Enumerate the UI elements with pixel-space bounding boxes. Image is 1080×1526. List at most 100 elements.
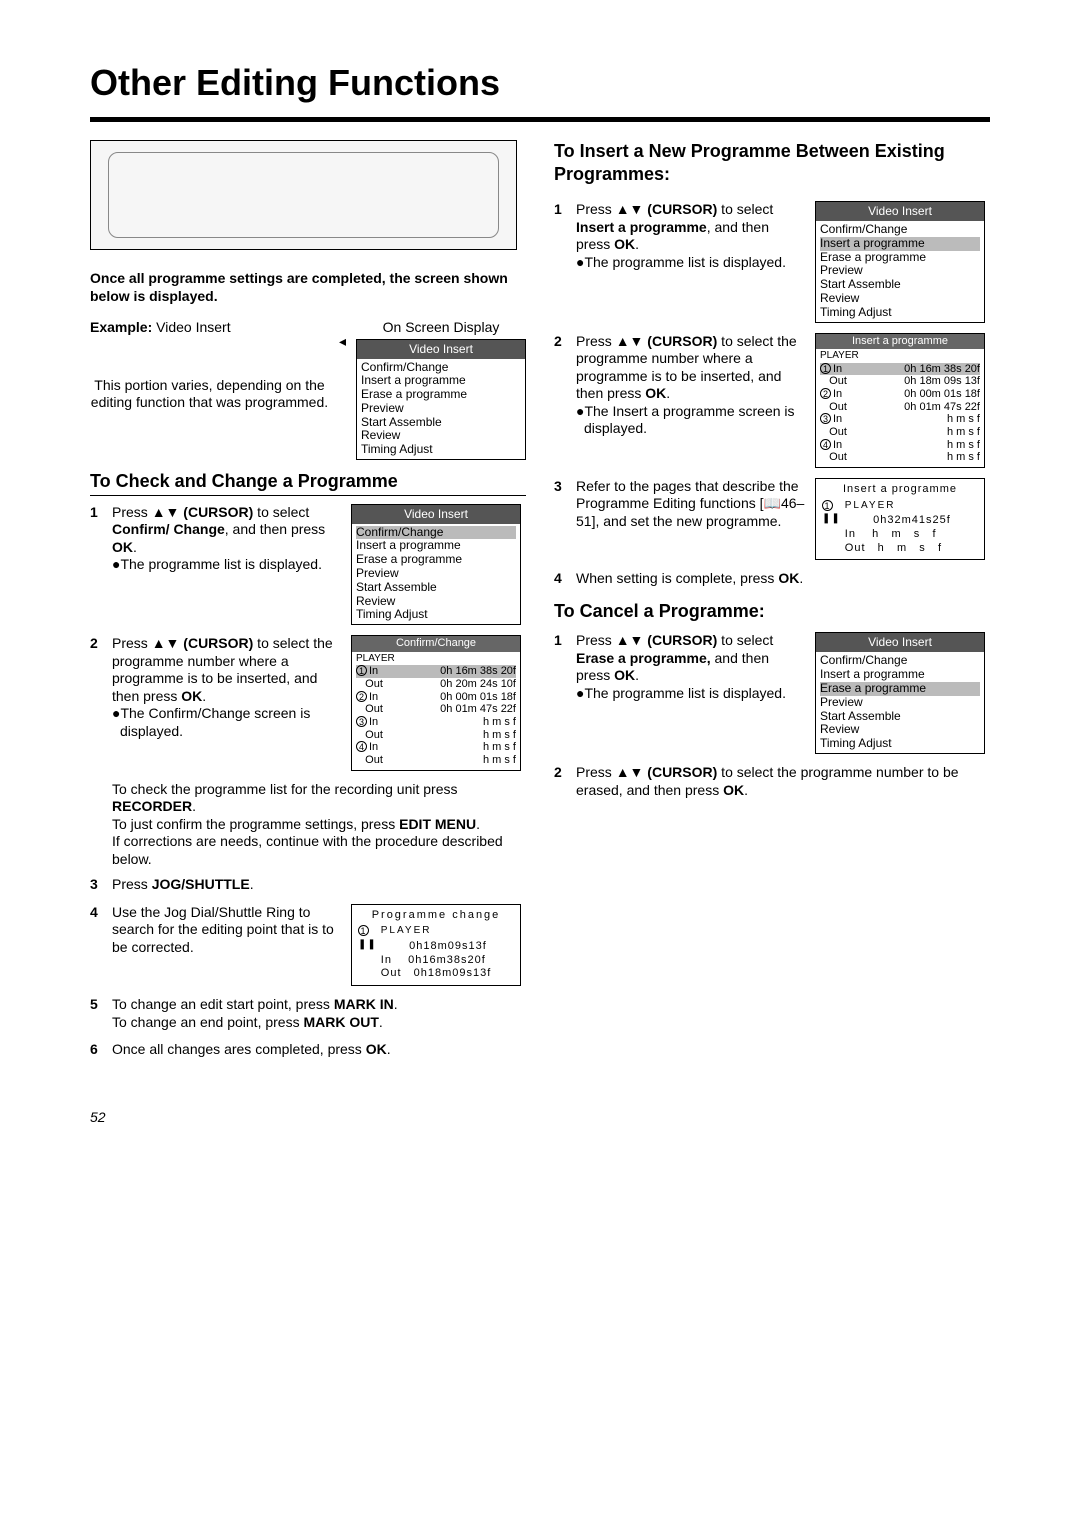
row-label: Out bbox=[820, 451, 868, 464]
remote-diagram bbox=[90, 140, 517, 250]
step-number: 1 bbox=[554, 201, 576, 323]
step-number: 2 bbox=[554, 333, 576, 468]
table-row: 3Inh m s f bbox=[356, 716, 516, 729]
ok-label: OK bbox=[112, 539, 133, 555]
row-label: Out bbox=[356, 729, 404, 742]
markin-label: MARK IN bbox=[334, 996, 394, 1012]
cursor-label: ▲▼ (CURSOR) bbox=[616, 201, 718, 217]
osd-item: Review bbox=[820, 292, 980, 306]
step-text: Refer to the pages that describe the Pro… bbox=[576, 478, 807, 561]
step-number: 5 bbox=[90, 996, 112, 1031]
osd-item: Start Assemble bbox=[820, 278, 980, 292]
osd-item: Confirm/Change bbox=[820, 223, 980, 237]
row-value: 0h 01m 47s 22f bbox=[440, 703, 516, 716]
step-text: , and then press bbox=[225, 521, 325, 537]
row-label: Out bbox=[356, 754, 404, 767]
cursor-label: ▲▼ (CURSOR) bbox=[616, 632, 718, 648]
circled-num-icon: 3 bbox=[356, 716, 367, 727]
row-label: 4In bbox=[820, 439, 868, 452]
step-text: Press bbox=[112, 635, 152, 651]
step-text: Once all changes ares completed, press bbox=[112, 1041, 366, 1057]
table-row: Out0h 20m 24s 10f bbox=[356, 678, 516, 691]
example-label: Example: bbox=[90, 319, 152, 335]
ok-label: OK bbox=[181, 688, 202, 704]
table-row: Out0h 01m 47s 22f bbox=[820, 401, 980, 414]
ok-label: OK bbox=[723, 782, 744, 798]
table-row: Out0h 18m 09s 13f bbox=[820, 375, 980, 388]
step-text: . bbox=[799, 570, 803, 586]
step-number: 4 bbox=[90, 904, 112, 987]
row-value: 0h 00m 01s 18f bbox=[904, 388, 980, 401]
ok-label: OK bbox=[778, 570, 799, 586]
example-value: Video Insert bbox=[152, 319, 230, 335]
step-bullet: ●The programme list is displayed. bbox=[112, 556, 343, 574]
osd-item: Confirm/Change bbox=[820, 654, 980, 668]
note-text: . bbox=[476, 816, 480, 832]
osd-video-insert: Video Insert Confirm/Change Insert a pro… bbox=[356, 339, 526, 461]
osd-item: Timing Adjust bbox=[820, 737, 980, 751]
osd-item: Insert a programme bbox=[361, 374, 521, 388]
ok-label: OK bbox=[645, 385, 666, 401]
ok-label: OK bbox=[614, 667, 635, 683]
timecode: In h m s f bbox=[845, 528, 951, 542]
table-row: Outh m s f bbox=[820, 451, 980, 464]
row-value: h m s f bbox=[947, 439, 980, 452]
table-row: Outh m s f bbox=[820, 426, 980, 439]
step-text: Press bbox=[576, 764, 616, 780]
row-label: Out bbox=[820, 401, 868, 414]
circled-num-icon: 2 bbox=[356, 691, 367, 702]
step-text: . bbox=[635, 236, 639, 252]
osd-caption: On Screen Display bbox=[356, 319, 526, 337]
step-text: to select bbox=[717, 632, 773, 648]
note-text: To check the programme list for the reco… bbox=[112, 781, 458, 797]
step-text: To change an edit start point, press bbox=[112, 996, 334, 1012]
confirm-change-table: Confirm/Change PLAYER 1In0h 16m 38s 20f … bbox=[351, 635, 521, 770]
osd-item: Review bbox=[361, 429, 521, 443]
osd-title: Video Insert bbox=[352, 505, 520, 524]
table-row: 1In0h 16m 38s 20f bbox=[820, 363, 980, 376]
prog-change-box: Programme change 1❚❚ PLAYER 0h18m09s13f … bbox=[351, 904, 521, 987]
cursor-label: ▲▼ (CURSOR) bbox=[616, 333, 718, 349]
cursor-label: ▲▼ (CURSOR) bbox=[152, 504, 254, 520]
step-text: . bbox=[387, 1041, 391, 1057]
row-label: 1In bbox=[820, 363, 868, 376]
step-text: Press bbox=[576, 333, 616, 349]
timecode: 0h32m41s25f bbox=[845, 514, 951, 528]
step-bullet: ●The Confirm/Change screen is displayed. bbox=[112, 705, 343, 740]
section2-heading: To Insert a New Programme Between Existi… bbox=[554, 140, 990, 193]
step-bold: Confirm/ Change bbox=[112, 521, 225, 537]
osd-insert: Video Insert Confirm/Change Insert a pro… bbox=[815, 201, 985, 323]
timecode: Out h m s f bbox=[845, 542, 951, 556]
osd-title: Video Insert bbox=[816, 633, 984, 652]
step-text: . bbox=[666, 385, 670, 401]
osd-item: Preview bbox=[820, 696, 980, 710]
osd-item-highlight: Insert a programme bbox=[820, 237, 980, 251]
section1-heading: To Check and Change a Programme bbox=[90, 470, 526, 496]
osd-item: Insert a programme bbox=[356, 539, 516, 553]
intro-text: Once all programme settings are complete… bbox=[90, 270, 526, 305]
table-row: 1In0h 16m 38s 20f bbox=[356, 665, 516, 678]
step-text: to select bbox=[253, 504, 309, 520]
row-value: h m s f bbox=[947, 413, 980, 426]
osd-item: Timing Adjust bbox=[361, 443, 521, 457]
table-header: PLAYER bbox=[820, 350, 980, 363]
step-number: 3 bbox=[554, 478, 576, 561]
circled-num-icon: 3 bbox=[820, 413, 831, 424]
circled-1-icon: 1 bbox=[822, 500, 833, 511]
table-header: PLAYER bbox=[356, 653, 516, 666]
osd-item: Erase a programme bbox=[820, 251, 980, 265]
box-title: Programme change bbox=[358, 909, 514, 923]
table-title: Insert a programme bbox=[816, 334, 984, 350]
table-title: Confirm/Change bbox=[352, 636, 520, 652]
step-bullet: ●The programme list is displayed. bbox=[576, 685, 807, 703]
row-label: 3In bbox=[356, 716, 404, 729]
step-bold: Erase a programme, bbox=[576, 650, 711, 666]
cursor-label: ▲▼ (CURSOR) bbox=[616, 764, 718, 780]
step-text: To change an end point, press bbox=[112, 1014, 303, 1030]
box-title: Insert a programme bbox=[822, 483, 978, 497]
osd-item: Insert a programme bbox=[820, 668, 980, 682]
osd-title: Video Insert bbox=[816, 202, 984, 221]
osd-item: Erase a programme bbox=[361, 388, 521, 402]
step-number: 2 bbox=[554, 764, 576, 799]
step-bullet: ●The programme list is displayed. bbox=[576, 254, 807, 272]
